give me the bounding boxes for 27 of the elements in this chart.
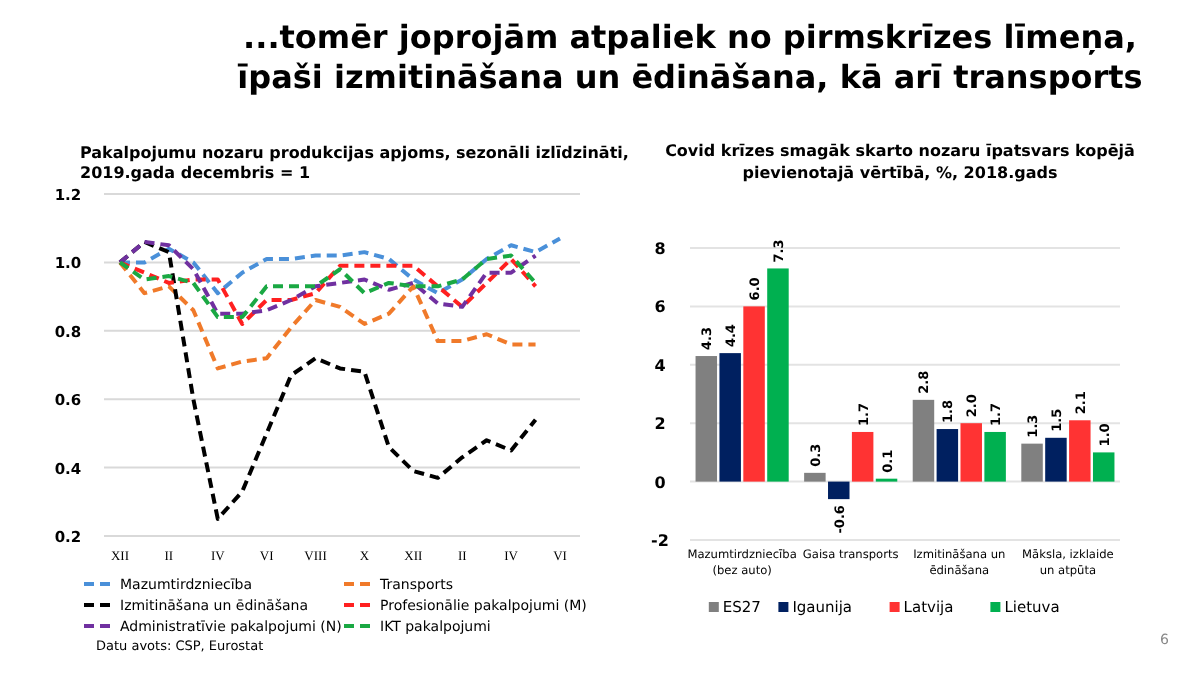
text: ...tomēr joprojām atpaliek no pirmskrīzes līmeņa, īpaši izmitināšana un ēdināšana, kā arī transports: [237, 18, 1143, 96]
bar: [984, 431, 1006, 482]
bar: [695, 356, 718, 482]
bar: [1069, 420, 1091, 482]
bar: [828, 481, 850, 500]
y-tick-label: 6: [654, 298, 667, 317]
y-tick-label: 8: [654, 240, 667, 258]
bar: [767, 268, 789, 482]
bar: [1092, 452, 1115, 482]
line-series: [118, 236, 562, 296]
bar: [1021, 443, 1043, 482]
bar: [719, 353, 741, 482]
line-series: [118, 239, 538, 316]
bar: [851, 431, 874, 482]
bar: [936, 429, 959, 482]
y-tick-label: 2: [654, 415, 666, 434]
bar: [912, 399, 935, 482]
bar: [743, 306, 765, 482]
chart-title: Pakalpojumu nozaru produkcijas apjoms, sezonāli izlīdzināti, 2019.gada decembris = 1: [80, 144, 629, 182]
bar: [804, 472, 826, 482]
line-series: [118, 260, 538, 371]
chart-title: Covid krīzes smagāk skarto nozaru īpatsvars kopējā pievienotajā vērtībā, %, 2018.gads: [665, 142, 1135, 182]
bar: [960, 423, 982, 482]
y-tick-label: 4: [654, 356, 667, 375]
y-tick-label: -2: [651, 532, 669, 550]
bar: [1045, 437, 1067, 482]
y-tick-label: 0: [654, 473, 667, 492]
